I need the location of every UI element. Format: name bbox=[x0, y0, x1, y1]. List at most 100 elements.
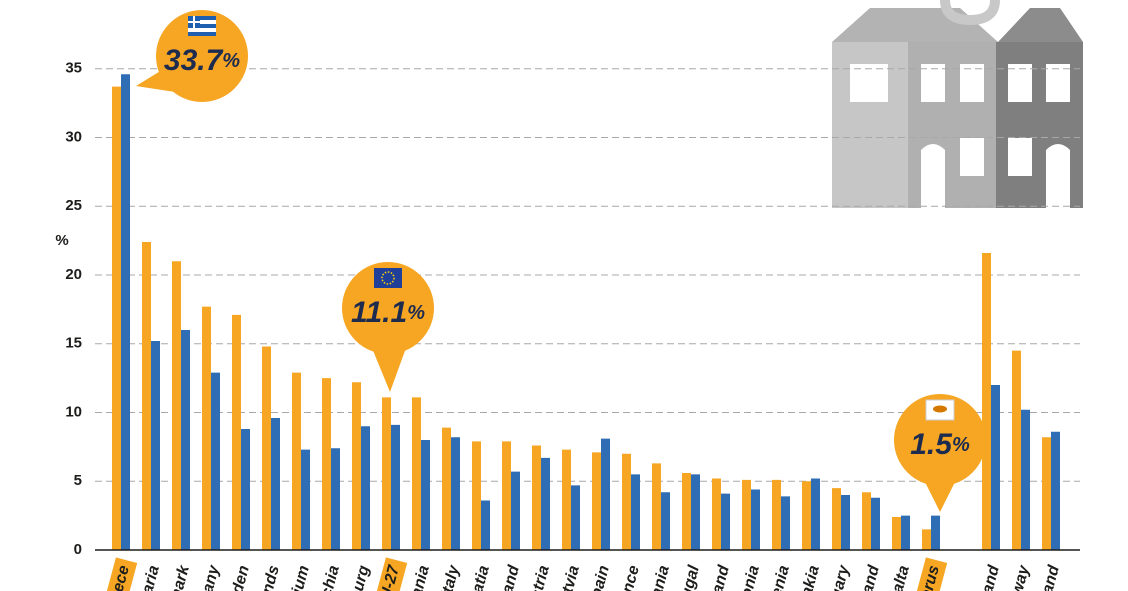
bar bbox=[331, 448, 340, 550]
bar bbox=[802, 481, 811, 550]
bar bbox=[1051, 431, 1060, 550]
category-label-group: eden bbox=[227, 564, 253, 591]
flag-stripe bbox=[188, 16, 216, 20]
bar bbox=[772, 479, 781, 550]
annotation: 11.1% bbox=[351, 296, 425, 329]
bar bbox=[562, 449, 571, 550]
x-tick-label: ugal bbox=[678, 563, 703, 591]
bar bbox=[931, 515, 940, 550]
category-label-group: ium bbox=[289, 564, 313, 591]
bar bbox=[532, 445, 541, 550]
label-highlight bbox=[910, 557, 948, 591]
x-tick-label: ania bbox=[648, 564, 673, 591]
category-label-group: tvia bbox=[559, 564, 583, 591]
bar bbox=[412, 397, 421, 550]
bar bbox=[1021, 409, 1030, 550]
category-label-group: bourg bbox=[345, 564, 373, 591]
bar bbox=[661, 492, 670, 550]
bar bbox=[232, 314, 241, 550]
category-label-group: stria bbox=[528, 564, 553, 591]
x-tick-label: pain bbox=[588, 564, 613, 591]
bar bbox=[922, 529, 931, 550]
annotation: 1.5% bbox=[910, 428, 970, 461]
x-tick-label: akia bbox=[798, 564, 823, 591]
x-tick-label: ania bbox=[408, 564, 433, 591]
label-highlight bbox=[370, 557, 408, 591]
category-label-group: atia bbox=[469, 564, 493, 591]
y-tick-label: 25 bbox=[65, 197, 82, 214]
bar bbox=[841, 495, 850, 550]
flag-stripe bbox=[188, 20, 216, 24]
x-tick-label: land bbox=[708, 563, 733, 591]
bar bbox=[301, 449, 310, 550]
category-label-group: onia bbox=[738, 564, 763, 591]
bar bbox=[652, 463, 661, 550]
bar bbox=[262, 346, 271, 550]
x-tick-label: alta bbox=[889, 564, 913, 591]
bar bbox=[142, 242, 151, 550]
callout: 1.5% bbox=[894, 394, 986, 512]
flag-map bbox=[933, 405, 947, 413]
x-tick-label: tvia bbox=[559, 564, 583, 591]
bar bbox=[202, 306, 211, 550]
bar bbox=[592, 452, 601, 550]
annotation: 33.7% bbox=[164, 44, 240, 77]
bar bbox=[622, 453, 631, 550]
x-tick-label: onia bbox=[738, 564, 763, 591]
bar bbox=[322, 378, 331, 550]
x-tick-label: land bbox=[978, 563, 1003, 591]
y-tick-label: 35 bbox=[65, 60, 82, 77]
bar bbox=[571, 485, 580, 550]
bar bbox=[751, 489, 760, 550]
bar bbox=[991, 385, 1000, 550]
x-tick-label: chia bbox=[318, 564, 343, 591]
bar bbox=[481, 500, 490, 550]
x-tick-label: enia bbox=[768, 564, 793, 591]
bar bbox=[601, 438, 610, 550]
bar bbox=[541, 457, 550, 550]
bar bbox=[862, 492, 871, 550]
category-label-group: way bbox=[1009, 563, 1034, 591]
category-label-group: prus bbox=[910, 557, 948, 591]
bar bbox=[721, 493, 730, 550]
bar bbox=[292, 372, 301, 550]
label-highlight bbox=[100, 557, 138, 591]
x-tick-label: ium bbox=[289, 564, 313, 591]
category-label-group: alta bbox=[889, 564, 913, 591]
x-tick-label: land bbox=[858, 563, 883, 591]
y-axis-label: % bbox=[55, 232, 68, 249]
bar bbox=[712, 478, 721, 550]
bar bbox=[442, 427, 451, 550]
bar bbox=[871, 497, 880, 550]
y-tick-label: 15 bbox=[65, 335, 82, 352]
x-tick-label: land bbox=[498, 563, 523, 591]
category-label-group: land bbox=[498, 563, 523, 591]
category-label-group: enia bbox=[768, 564, 793, 591]
category-label-group: ania bbox=[408, 564, 433, 591]
x-tick-label: way bbox=[1009, 563, 1034, 591]
y-tick-label: 0 bbox=[74, 541, 82, 558]
bar bbox=[172, 261, 181, 550]
category-label-group: U-27 bbox=[370, 557, 408, 591]
category-label-group: ance bbox=[617, 564, 643, 591]
callout: 11.1% bbox=[342, 262, 434, 392]
bar bbox=[832, 488, 841, 550]
bar bbox=[352, 382, 361, 550]
category-label-group: many bbox=[196, 563, 224, 591]
callout-pointer bbox=[372, 348, 406, 392]
category-label-group: land bbox=[1038, 563, 1063, 591]
category-label-group: chia bbox=[318, 564, 343, 591]
category-label-group: land bbox=[708, 563, 733, 591]
bar bbox=[691, 474, 700, 550]
bar bbox=[631, 474, 640, 550]
bar bbox=[781, 496, 790, 550]
x-tick-label: atia bbox=[469, 564, 493, 591]
category-label-group: aria bbox=[139, 564, 163, 591]
y-tick-label: 20 bbox=[65, 266, 82, 283]
callout-bubble bbox=[156, 10, 248, 102]
bar bbox=[121, 74, 130, 550]
bar bbox=[1042, 437, 1051, 550]
category-label-group: ania bbox=[648, 564, 673, 591]
flag-stripe bbox=[188, 24, 216, 28]
